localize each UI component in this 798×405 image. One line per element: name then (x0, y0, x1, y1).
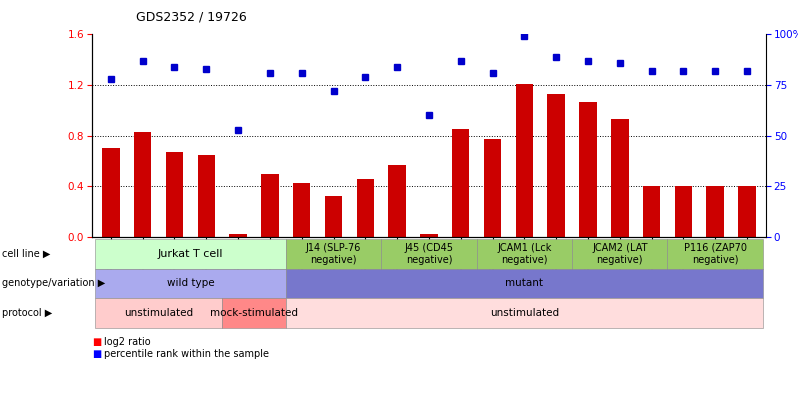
Bar (325, 196, 342, 237)
Text: J45 (CD45
negative): J45 (CD45 negative) (405, 243, 453, 264)
Text: mock-stimulated: mock-stimulated (210, 308, 298, 318)
Text: protocol ▶: protocol ▶ (2, 308, 52, 318)
Bar (102, 148, 120, 237)
Bar (706, 186, 724, 237)
Text: P116 (ZAP70
negative): P116 (ZAP70 negative) (684, 243, 747, 264)
Text: unstimulated: unstimulated (124, 308, 193, 318)
Bar (643, 186, 660, 237)
Text: JCAM2 (LAT
negative): JCAM2 (LAT negative) (592, 243, 647, 264)
Bar (389, 165, 406, 237)
Text: cell line ▶: cell line ▶ (2, 249, 50, 259)
Text: JCAM1 (Lck
negative): JCAM1 (Lck negative) (497, 243, 551, 264)
Text: GDS2352 / 19726: GDS2352 / 19726 (136, 10, 247, 23)
Bar (516, 84, 533, 237)
Bar (293, 183, 310, 237)
Bar (357, 179, 374, 237)
Text: ■: ■ (92, 349, 101, 359)
Text: J14 (SLP-76
negative): J14 (SLP-76 negative) (306, 243, 361, 264)
Bar (229, 234, 247, 237)
Text: Jurkat T cell: Jurkat T cell (158, 249, 223, 259)
Bar (452, 129, 469, 237)
Bar (198, 155, 215, 237)
Text: ■: ■ (92, 337, 101, 347)
Bar (261, 174, 279, 237)
Bar (611, 119, 629, 237)
Bar (484, 139, 501, 237)
Text: percentile rank within the sample: percentile rank within the sample (104, 349, 269, 359)
Bar (134, 132, 152, 237)
Text: genotype/variation ▶: genotype/variation ▶ (2, 278, 105, 288)
Text: wild type: wild type (167, 278, 214, 288)
Text: mutant: mutant (505, 278, 543, 288)
Bar (738, 186, 756, 237)
Bar (421, 234, 437, 237)
Bar (547, 94, 565, 237)
Bar (579, 102, 597, 237)
Bar (166, 152, 184, 237)
Bar (674, 186, 692, 237)
Text: unstimulated: unstimulated (490, 308, 559, 318)
Text: log2 ratio: log2 ratio (104, 337, 150, 347)
